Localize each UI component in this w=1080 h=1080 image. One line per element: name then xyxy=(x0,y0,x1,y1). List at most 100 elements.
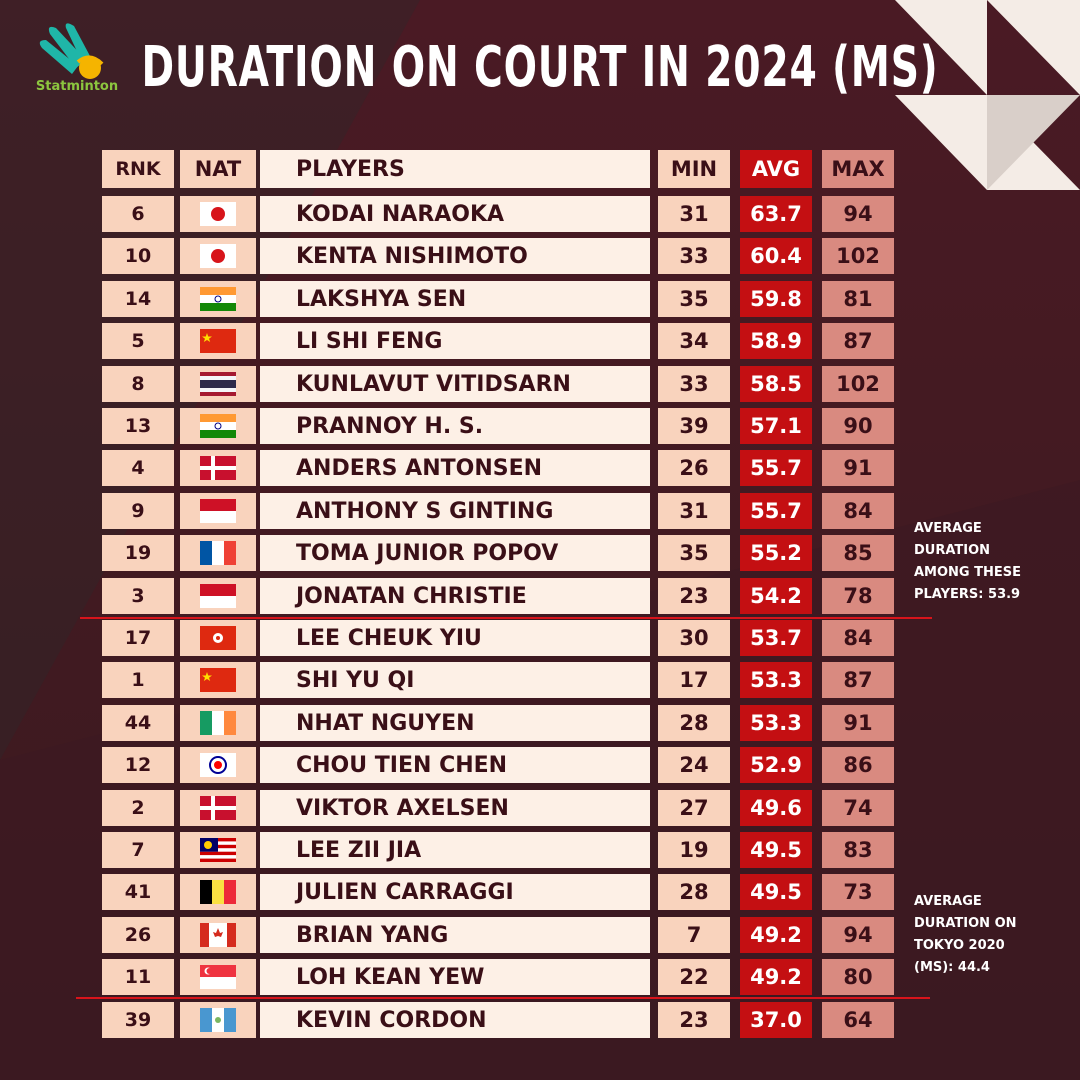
rank-cell: 11 xyxy=(102,959,174,995)
rank-cell: 2 xyxy=(102,790,174,826)
flag-cell xyxy=(180,705,256,741)
min-cell: 24 xyxy=(658,747,730,783)
max-cell: 84 xyxy=(822,620,894,656)
avg-cell: 49.5 xyxy=(740,874,812,910)
max-cell: 87 xyxy=(822,662,894,698)
player-name-cell: SHI YU QI xyxy=(260,662,650,698)
rank-cell: 19 xyxy=(102,535,174,571)
flag-cell xyxy=(180,662,256,698)
guatemala-flag-icon xyxy=(200,1008,236,1032)
max-cell: 94 xyxy=(822,196,894,232)
avg-cell: 53.7 xyxy=(740,620,812,656)
rank-cell: 9 xyxy=(102,493,174,529)
belgium-flag-icon xyxy=(200,880,236,904)
flag-cell xyxy=(180,323,256,359)
player-name-cell: BRIAN YANG xyxy=(260,917,650,953)
flag-cell xyxy=(180,366,256,402)
avg-cell: 55.7 xyxy=(740,450,812,486)
avg-cell: 53.3 xyxy=(740,705,812,741)
max-cell: 74 xyxy=(822,790,894,826)
rank-cell: 17 xyxy=(102,620,174,656)
avg-cell: 53.3 xyxy=(740,662,812,698)
brand-name: Statminton xyxy=(35,79,119,94)
avg-cell: 49.5 xyxy=(740,832,812,868)
france-flag-icon xyxy=(200,541,236,565)
max-cell: 91 xyxy=(822,450,894,486)
average-players-line xyxy=(80,617,932,619)
avg-cell: 49.2 xyxy=(740,917,812,953)
player-name-cell: KEVIN CORDON xyxy=(260,1002,650,1038)
min-cell: 28 xyxy=(658,705,730,741)
hongkong-flag-icon xyxy=(200,626,236,650)
rank-cell: 8 xyxy=(102,366,174,402)
min-cell: 39 xyxy=(658,408,730,444)
max-cell: 83 xyxy=(822,832,894,868)
avg-cell: 57.1 xyxy=(740,408,812,444)
flag-cell xyxy=(180,959,256,995)
avg-cell: 55.2 xyxy=(740,535,812,571)
player-name-cell: JULIEN CARRAGGI xyxy=(260,874,650,910)
china-flag-icon xyxy=(200,668,236,692)
player-name-cell: LI SHI FENG xyxy=(260,323,650,359)
flag-cell xyxy=(180,578,256,614)
rank-cell: 5 xyxy=(102,323,174,359)
avg-cell: 54.2 xyxy=(740,578,812,614)
avg-cell: 37.0 xyxy=(740,1002,812,1038)
min-cell: 28 xyxy=(658,874,730,910)
flag-cell xyxy=(180,747,256,783)
min-cell: 33 xyxy=(658,366,730,402)
max-cell: 90 xyxy=(822,408,894,444)
rank-cell: 39 xyxy=(102,1002,174,1038)
min-cell: 30 xyxy=(658,620,730,656)
rank-cell: 14 xyxy=(102,281,174,317)
rank-cell: 44 xyxy=(102,705,174,741)
flag-cell xyxy=(180,874,256,910)
india-flag-icon xyxy=(200,414,236,438)
flag-cell xyxy=(180,408,256,444)
flag-cell xyxy=(180,832,256,868)
avg-cell: 60.4 xyxy=(740,238,812,274)
rank-cell: 7 xyxy=(102,832,174,868)
max-cell: 86 xyxy=(822,747,894,783)
flag-cell xyxy=(180,238,256,274)
max-cell: 81 xyxy=(822,281,894,317)
rank-cell: 6 xyxy=(102,196,174,232)
note-average-tokyo: AVERAGE DURATION ON TOKYO 2020 (MS): 44.… xyxy=(914,894,1017,975)
player-name-cell: NHAT NGUYEN xyxy=(260,705,650,741)
min-cell: 33 xyxy=(658,238,730,274)
min-cell: 31 xyxy=(658,493,730,529)
header-rnk: RNK xyxy=(102,150,174,188)
india-flag-icon xyxy=(200,287,236,311)
header-players: PLAYERS xyxy=(260,150,650,188)
header-max: MAX xyxy=(822,150,894,188)
min-cell: 22 xyxy=(658,959,730,995)
max-cell: 87 xyxy=(822,323,894,359)
denmark-flag-icon xyxy=(200,456,236,480)
rank-cell: 10 xyxy=(102,238,174,274)
indonesia-flag-icon xyxy=(200,584,236,608)
rank-cell: 3 xyxy=(102,578,174,614)
min-cell: 26 xyxy=(658,450,730,486)
player-name-cell: CHOU TIEN CHEN xyxy=(260,747,650,783)
flag-cell xyxy=(180,493,256,529)
rank-cell: 12 xyxy=(102,747,174,783)
taipei-flag-icon xyxy=(200,753,236,777)
header-nat: NAT xyxy=(180,150,256,188)
avg-cell: 59.8 xyxy=(740,281,812,317)
max-cell: 78 xyxy=(822,578,894,614)
max-cell: 102 xyxy=(822,238,894,274)
min-cell: 27 xyxy=(658,790,730,826)
min-cell: 7 xyxy=(658,917,730,953)
avg-cell: 58.5 xyxy=(740,366,812,402)
player-name-cell: ANDERS ANTONSEN xyxy=(260,450,650,486)
max-cell: 85 xyxy=(822,535,894,571)
denmark-flag-icon xyxy=(200,796,236,820)
min-cell: 31 xyxy=(658,196,730,232)
player-name-cell: LAKSHYA SEN xyxy=(260,281,650,317)
player-name-cell: LEE CHEUK YIU xyxy=(260,620,650,656)
player-name-cell: PRANNOY H. S. xyxy=(260,408,650,444)
indonesia-flag-icon xyxy=(200,499,236,523)
max-cell: 94 xyxy=(822,917,894,953)
max-cell: 80 xyxy=(822,959,894,995)
player-name-cell: JONATAN CHRISTIE xyxy=(260,578,650,614)
